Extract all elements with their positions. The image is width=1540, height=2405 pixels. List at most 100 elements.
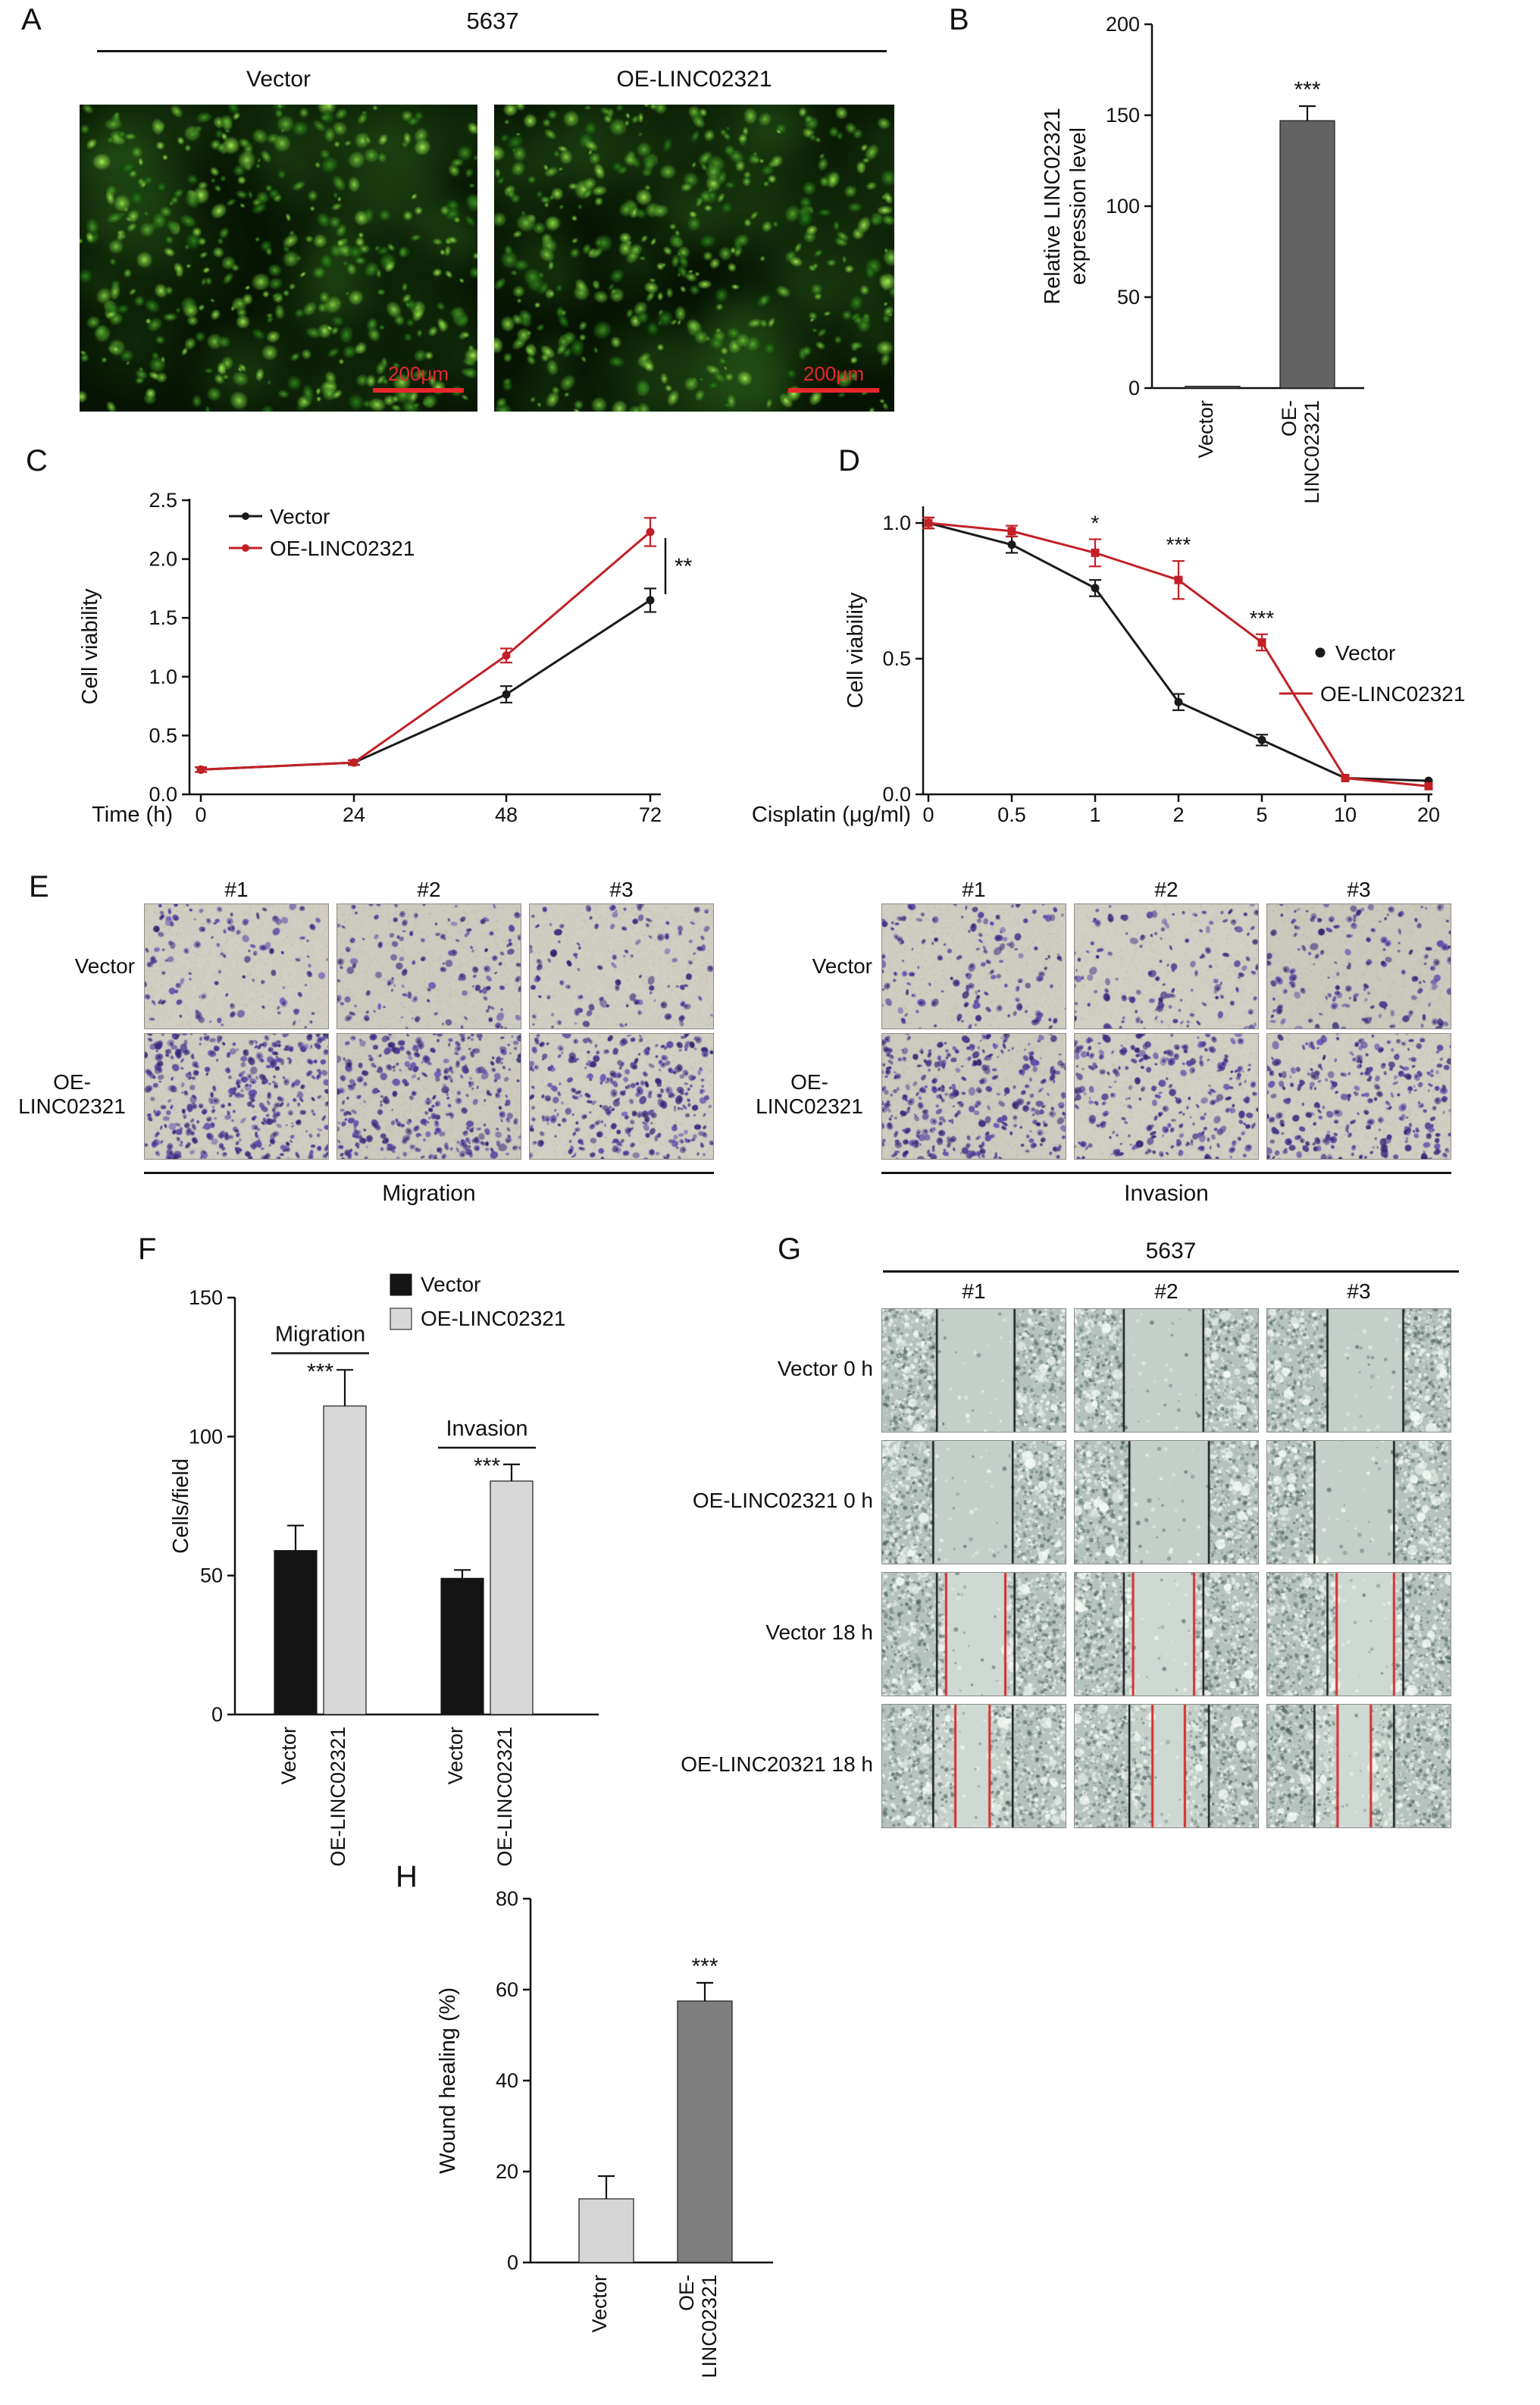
svg-text:100: 100 [1106,195,1140,218]
svg-text:Vector: Vector [421,1273,480,1296]
wound-healing-image [1074,1440,1259,1564]
svg-text:0.5: 0.5 [997,803,1026,826]
fluorescence-image-vector [80,105,477,412]
svg-text:***: *** [1250,606,1275,630]
transwell-invasion-image [1074,903,1259,1029]
svg-text:Time (h): Time (h) [92,803,173,827]
wound-row-label: Vector 0 h [777,1357,873,1380]
transwell-invasion-image [881,1033,1066,1160]
svg-text:LINC02321: LINC02321 [1301,400,1323,504]
svg-text:1: 1 [1089,803,1100,826]
wound-column-header: #2 [1154,1279,1178,1303]
svg-text:40: 40 [496,2069,518,2092]
svg-text:expression level: expression level [1066,127,1091,285]
svg-text:Vector: Vector [1335,641,1395,665]
panel-c-letter: C [26,444,48,478]
svg-text:80: 80 [496,1887,518,1910]
svg-text:50: 50 [1117,286,1140,308]
svg-text:0.5: 0.5 [149,724,177,747]
svg-text:24: 24 [343,803,365,826]
invasion-label: Invasion [1124,1181,1209,1206]
svg-text:200: 200 [1106,13,1140,36]
migration-invasion-bar-chart: 0 50 100 150 Cells/field Vector OE-LINC02321 Ve… [169,1273,599,1867]
svg-text:OE-: OE- [1278,400,1301,437]
svg-text:0: 0 [1128,377,1140,399]
svg-text:10: 10 [1334,803,1357,826]
svg-text:20: 20 [496,2160,518,2183]
wound-healing-image [881,1308,1066,1433]
transwell-invasion-image [1074,1033,1259,1160]
wound-healing-image [1266,1572,1451,1696]
svg-text:0.0: 0.0 [882,783,911,806]
svg-text:***: *** [691,1954,718,1979]
svg-text:***: *** [1294,77,1320,102]
invasion-underline [881,1172,1451,1174]
svg-text:Relative LINC02321: Relative LINC02321 [1041,108,1065,305]
svg-text:0.5: 0.5 [882,647,911,670]
transwell-row-label-vector: Vector [812,954,872,978]
scale-bar-label: 200μm [387,362,449,385]
wound-healing-image [881,1440,1066,1564]
transwell-row-label-vector: Vector [74,954,135,978]
transwell-column-header: #2 [1154,878,1178,901]
svg-text:OE-LINC02321: OE-LINC02321 [421,1307,565,1330]
svg-text:2.5: 2.5 [149,489,177,512]
svg-text:5: 5 [1256,803,1267,826]
transwell-migration-image [336,903,521,1029]
panel-a-title: 5637 [466,8,519,34]
svg-text:1.0: 1.0 [882,512,911,534]
svg-text:*: * [1091,511,1100,534]
svg-text:20: 20 [1417,803,1440,826]
wound-row-label: OE-LINC20321 18 h [681,1752,873,1776]
transwell-column-header: #1 [962,878,986,901]
wound-column-header: #3 [1347,1279,1371,1303]
panel-g-title: 5637 [1145,1239,1197,1264]
transwell-invasion-image [1266,1033,1451,1160]
transwell-column-header: #1 [224,878,249,901]
transwell-row-label-oe-line1: OE- [790,1070,828,1094]
svg-text:Vector: Vector [588,2275,611,2333]
svg-text:**: ** [675,554,693,579]
svg-text:150: 150 [189,1286,223,1309]
svg-text:Invasion: Invasion [446,1417,527,1441]
wound-healing-image [1074,1572,1259,1696]
panel-a-col-label-oe: OE-LINC02321 [616,67,772,92]
transwell-column-header: #3 [609,878,634,901]
svg-text:60: 60 [496,1978,518,2001]
panel-a-header-line [97,50,887,52]
fluorescence-image-oe [494,105,894,412]
svg-text:***: *** [307,1359,333,1384]
transwell-column-header: #3 [1347,878,1371,901]
svg-text:OE-LINC02321: OE-LINC02321 [270,537,415,560]
svg-text:***: *** [1166,533,1191,556]
wound-row-label: Vector 18 h [765,1621,873,1644]
svg-text:Cells/field: Cells/field [169,1458,193,1554]
svg-text:Cell viability: Cell viability [844,592,868,709]
svg-text:Migration: Migration [275,1322,365,1346]
transwell-invasion-image [1266,903,1451,1029]
panel-a-letter: A [21,3,42,36]
transwell-column-header: #2 [417,878,441,901]
svg-text:OE-LINC02321: OE-LINC02321 [327,1727,349,1867]
transwell-migration-image [529,903,714,1029]
svg-text:50: 50 [200,1564,223,1587]
panel-h-letter: H [396,1860,418,1893]
cisplatin-viability-line-chart: 0.0 0.5 1.0 0 0.5 1 2 5 10 20 Cisplatin (μg/ml) Cel… [752,506,1465,827]
svg-text:0: 0 [195,803,206,826]
svg-text:2: 2 [1172,803,1184,826]
transwell-migration-image [529,1033,714,1160]
panel-d-letter: D [838,444,860,478]
svg-text:2.0: 2.0 [149,548,177,571]
panel-f-letter: F [138,1232,157,1266]
svg-text:Wound healing (%): Wound healing (%) [436,1987,460,2174]
svg-text:0.0: 0.0 [149,783,177,806]
svg-text:0: 0 [211,1703,223,1726]
wound-healing-image [881,1704,1066,1828]
panel-g-header-line [883,1270,1459,1273]
transwell-row-label-oe-line1: OE- [53,1070,91,1094]
transwell-row-label-oe: OE- LINC02321 [9,1070,135,1119]
viability-time-line-chart: 0.0 0.5 1.0 1.5 2.0 2.5 0 24 48 72 Time (h) Cell vi… [78,489,693,827]
svg-text:72: 72 [639,803,662,826]
migration-label: Migration [382,1181,476,1206]
panel-a-col-label-vector: Vector [246,67,311,92]
